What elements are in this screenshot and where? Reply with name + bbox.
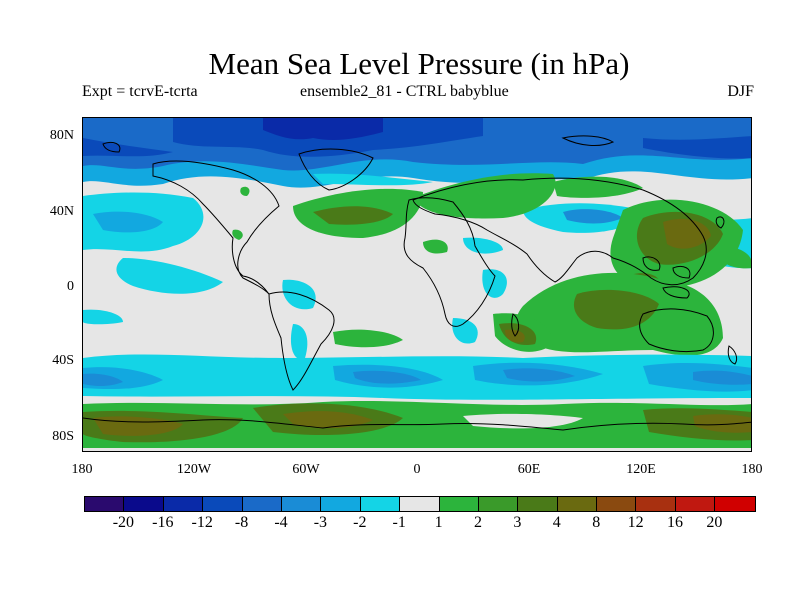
colorbar-box: [557, 497, 598, 511]
south-america-coast: [268, 291, 335, 391]
ensemble-label: ensemble2_81 - CTRL babyblue: [300, 83, 509, 100]
colorbar-label: 20: [706, 514, 723, 531]
colorbar-label: 2: [474, 514, 482, 531]
colorbar-box: [203, 497, 243, 511]
new-zealand-coast: [727, 345, 738, 365]
colorbar-box: [321, 497, 361, 511]
colorbar-label: -8: [234, 514, 249, 531]
map-svg: [83, 118, 751, 451]
colorbar-box: [163, 497, 204, 511]
map-title: Mean Sea Level Pressure (in hPa): [208, 46, 630, 81]
lon-label-120e: 120E: [626, 462, 656, 477]
contour-asia-indian-positives: [83, 199, 743, 356]
colorbar: [84, 496, 756, 512]
colorbar-label: -12: [191, 514, 213, 531]
lat-label-40s: 40S: [52, 353, 74, 368]
colorbar-box: [478, 497, 519, 511]
colorbar-box: [360, 497, 401, 511]
colorbar-label: 16: [667, 514, 683, 531]
colorbar-box: [675, 497, 716, 511]
colorbar-label: 8: [592, 514, 601, 531]
colorbar-label: 3: [513, 514, 522, 531]
colorbar-box: [124, 497, 164, 511]
lon-label-120w: 120W: [176, 462, 212, 477]
colorbar-box: [715, 497, 755, 511]
season-label: DJF: [727, 83, 754, 100]
north-america-coast: [152, 160, 280, 295]
colorbar-box: [242, 497, 282, 511]
colorbar-label: 1: [434, 514, 443, 531]
lat-label-80n: 80N: [49, 128, 74, 143]
colorbar-box: [400, 497, 440, 511]
lon-label-60e: 60E: [517, 462, 541, 477]
colorbar-label: -1: [392, 514, 406, 531]
eurasia-coast: [412, 177, 707, 286]
australia-coast: [639, 308, 714, 353]
colorbar-box: [636, 497, 676, 511]
colorbar-box: [518, 497, 558, 511]
arctic-islands-coast: [102, 135, 615, 153]
map-plot-area: [82, 117, 752, 452]
coastlines: [83, 135, 751, 431]
lat-label-40n: 40N: [49, 204, 74, 219]
experiment-label: Expt = tcrvE-tcrta: [82, 83, 198, 100]
lon-label-0: 0: [413, 462, 421, 477]
colorbar-label: -4: [274, 514, 288, 531]
colorbar-label: 12: [627, 514, 644, 531]
colorbar-box: [85, 497, 125, 511]
colorbar-label: -2: [353, 514, 367, 531]
colorbar-label: 4: [552, 514, 561, 531]
colorbar-label: -20: [112, 514, 135, 531]
colorbar-box: [439, 497, 479, 511]
greenland-coast: [298, 148, 374, 191]
lon-label-180w: 180: [71, 462, 93, 477]
lat-label-0: 0: [67, 279, 74, 294]
madagascar-coast: [511, 313, 520, 337]
contour-antarctic: [83, 401, 751, 451]
africa-coast: [403, 197, 496, 327]
maritime-continent-coast: [642, 256, 691, 299]
colorbar-box: [281, 497, 322, 511]
colorbar-box: [597, 497, 637, 511]
japan-coast: [715, 216, 725, 229]
lon-label-60w: 60W: [292, 462, 320, 477]
lat-label-80s: 80S: [52, 429, 74, 444]
colorbar-label: -16: [152, 514, 174, 531]
antarctica-coast: [83, 417, 751, 431]
lon-label-180e: 180: [741, 462, 763, 477]
colorbar-label: -3: [313, 514, 328, 531]
